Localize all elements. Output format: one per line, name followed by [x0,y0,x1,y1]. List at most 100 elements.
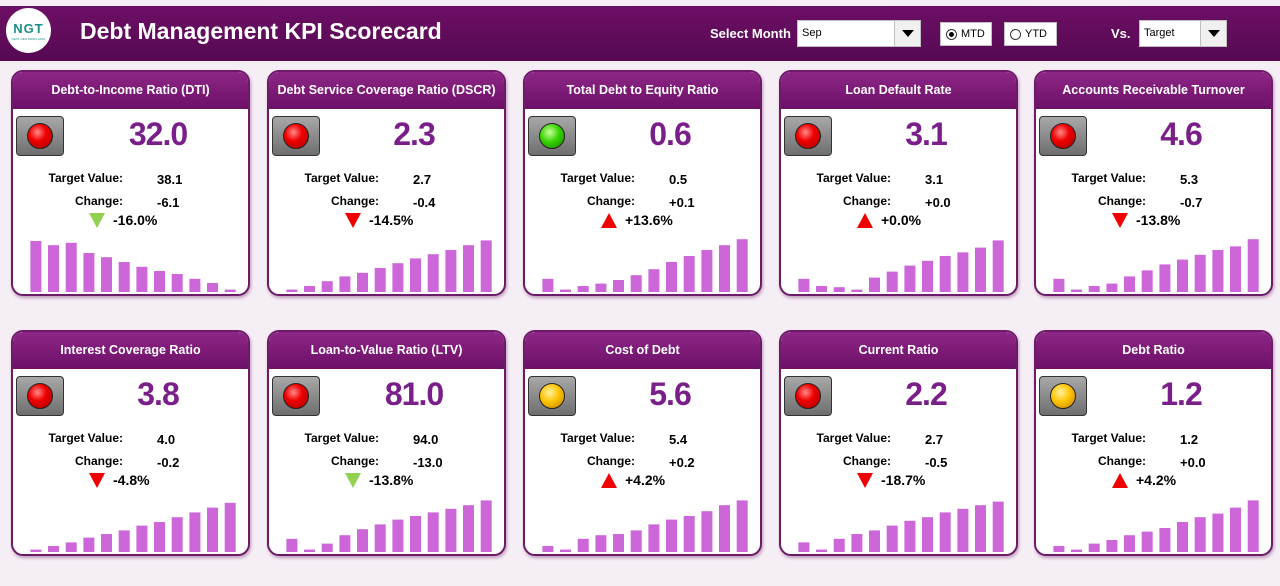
trend-bar [392,519,404,552]
trend-bar [65,542,77,552]
target-value: 3.1 [925,172,944,187]
change-label: Change: [843,194,891,208]
trend-bar [886,525,898,552]
trend-bar [30,241,42,292]
kpi-card: Loan-to-Value Ratio (LTV) 81.0 Target Va… [267,330,506,556]
percent-change-value: -14.5% [369,212,414,228]
kpi-card: Accounts Receivable Turnover 4.6 Target … [1034,70,1273,296]
status-bulb-icon [539,123,565,149]
trend-bar [577,286,589,292]
trend-bar [886,271,898,292]
status-bulb-icon [27,383,53,409]
trend-bar [939,512,951,552]
trend-bar [1088,286,1100,292]
trend-bar [648,269,660,292]
target-value: 5.3 [1180,172,1199,187]
trend-arrow-icon [345,212,361,228]
kpi-card: Interest Coverage Ratio 3.8 Target Value… [11,330,250,556]
trend-bar [1053,546,1065,552]
trend-bar [922,517,933,552]
traffic-light-icon [1039,116,1087,156]
trend-bar [1230,246,1241,292]
trend-bar [224,502,236,552]
trend-arrow-icon [345,472,361,488]
trend-bar [1141,531,1153,552]
trend-bar [560,549,571,552]
trend-bar [613,280,624,292]
month-select-value: Sep [802,27,822,39]
trend-bar [154,271,165,292]
page-title: Debt Management KPI Scorecard [80,18,442,44]
radio-mtd-dot[interactable] [946,28,957,40]
trend-bar [1159,264,1171,292]
comparison-dropdown-button[interactable] [1200,21,1226,46]
trend-bar [1071,549,1082,552]
trend-bar [136,266,148,292]
target-value-label: Target Value: [816,431,891,445]
kpi-value: 3.8 [137,376,179,412]
traffic-light-icon [528,116,576,156]
trend-bar [463,505,474,552]
trend-bar [1194,517,1206,552]
trend-bar [339,535,351,552]
percent-change: -13.8% [1112,212,1252,228]
trend-bar [154,522,165,552]
kpi-value: 4.6 [1160,116,1202,152]
kpi-title: Loan Default Rate [781,72,1016,109]
kpi-value: 5.6 [649,376,691,412]
company-logo: NGT NEXT GEN TEMPLATES [6,8,51,53]
trend-bar [357,529,368,552]
status-bulb-icon [27,123,53,149]
traffic-light-icon [272,116,320,156]
status-bulb-icon [283,383,309,409]
trend-bar [1177,522,1188,552]
trend-bar [630,530,642,552]
radio-ytd-dot[interactable] [1010,28,1021,40]
kpi-card: Debt-to-Income Ratio (DTI) 32.0 Target V… [11,70,250,296]
trend-bar [1177,259,1188,292]
kpi-title: Debt-to-Income Ratio (DTI) [13,72,248,109]
trend-bar [463,245,474,292]
trend-bar [101,257,112,292]
trend-bar [1212,250,1224,292]
kpi-card: Total Debt to Equity Ratio 0.6 Target Va… [523,70,762,296]
trend-bar [833,538,845,552]
status-bulb-icon [795,123,821,149]
trend-arrow-icon [601,472,617,488]
traffic-light-icon [784,116,832,156]
trend-bar [1088,543,1100,552]
target-value-label: Target Value: [816,171,891,185]
trend-bar [719,505,730,552]
month-dropdown-button[interactable] [894,21,920,46]
trend-bar [1159,528,1171,552]
percent-change-value: +13.6% [625,212,673,228]
trend-sparkline-chart [1053,500,1259,552]
trend-bar [1247,239,1259,292]
comparison-select[interactable]: Target [1139,20,1227,47]
comparison-select-value: Target [1144,27,1175,39]
radio-mtd[interactable]: MTD [940,22,992,46]
radio-ytd-label: YTD [1025,28,1047,40]
trend-bar [992,240,1004,292]
status-bulb-icon [795,383,821,409]
trend-bar [410,516,421,552]
trend-bar [118,530,130,552]
trend-arrow-icon [89,212,105,228]
target-value: 1.2 [1180,432,1199,447]
trend-bar [701,250,713,292]
trend-bar [374,524,386,552]
trend-bar [321,543,333,552]
trend-bar [304,549,315,552]
radio-ytd[interactable]: YTD [1004,22,1057,46]
trend-bar [816,286,827,292]
target-value: 38.1 [157,172,183,187]
trend-bar [136,525,148,552]
trend-arrow-icon [857,472,873,488]
trend-bar [392,263,404,292]
change-value: -0.7 [1180,195,1203,210]
logo-text: NGT [13,20,44,36]
kpi-value: 32.0 [128,116,188,152]
trend-sparkline-chart [798,240,1004,292]
month-select[interactable]: Sep [797,20,921,47]
trend-bar [48,546,59,552]
